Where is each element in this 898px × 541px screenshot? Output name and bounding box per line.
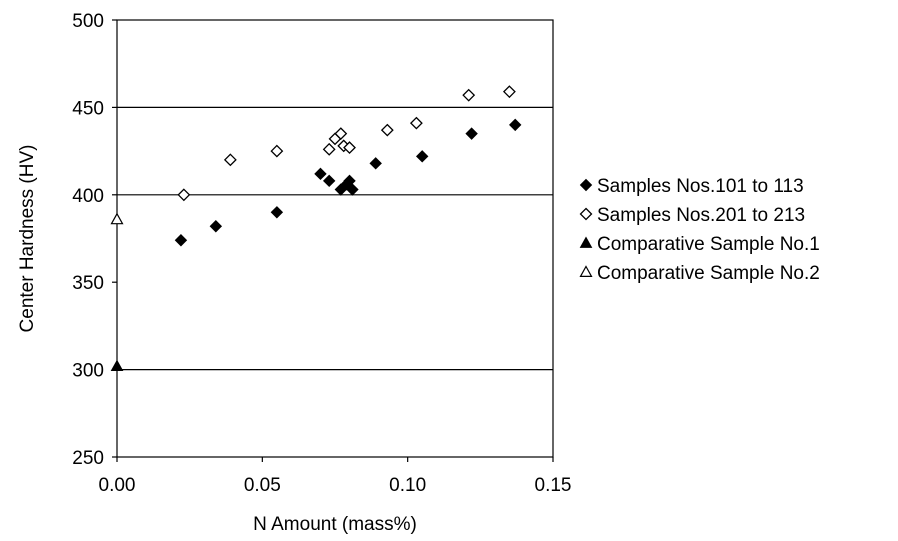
y-tick-label: 250 [72,448,104,469]
x-tick-label: 0.10 [389,475,426,496]
data-point-series-2 [382,125,393,136]
data-point-series-1 [324,175,335,186]
data-point-series-2 [271,146,282,157]
data-point-series-3 [112,361,123,371]
y-tick-label: 450 [72,98,104,119]
data-point-series-2 [178,189,189,200]
legend-label-1: Samples Nos.101 to 113 [597,176,804,197]
data-point-series-1 [417,151,428,162]
legend-marker-4 [581,267,592,277]
legend-marker-1 [581,180,592,191]
legend-label-3: Comparative Sample No.1 [597,234,820,255]
y-tick-label: 350 [72,273,104,294]
data-point-series-2 [225,154,236,165]
data-point-series-1 [271,207,282,218]
data-point-series-2 [324,144,335,155]
legend-label-2: Samples Nos.201 to 213 [597,205,805,226]
data-points [112,86,521,370]
data-point-series-1 [510,119,521,130]
y-axis-title: Center Hardness (HV) [17,145,38,333]
x-tick-label: 0.00 [99,475,136,496]
data-point-series-1 [315,168,326,179]
x-tick-label: 0.15 [535,475,572,496]
data-point-series-1 [466,128,477,139]
data-point-series-2 [411,118,422,129]
y-axis-ticks: 250 300 350 400 450 500 [72,11,117,469]
data-point-series-1 [370,158,381,169]
data-point-series-1 [175,235,186,246]
y-tick-label: 400 [72,186,104,207]
y-tick-label: 500 [72,11,104,32]
x-axis-title: N Amount (mass%) [253,514,417,535]
x-axis-ticks: 0.00 0.05 0.10 0.15 [99,457,572,496]
data-point-series-2 [463,90,474,101]
x-tick-label: 0.05 [244,475,281,496]
y-tick-label: 300 [72,361,104,382]
legend-marker-3 [581,238,592,248]
data-point-series-1 [210,221,221,232]
legend: Samples Nos.101 to 113 Samples Nos.201 to… [581,176,820,284]
legend-label-4: Comparative Sample No.2 [597,263,820,284]
legend-marker-2 [581,209,592,220]
data-point-series-2 [504,86,515,97]
data-point-series-4 [112,214,123,224]
